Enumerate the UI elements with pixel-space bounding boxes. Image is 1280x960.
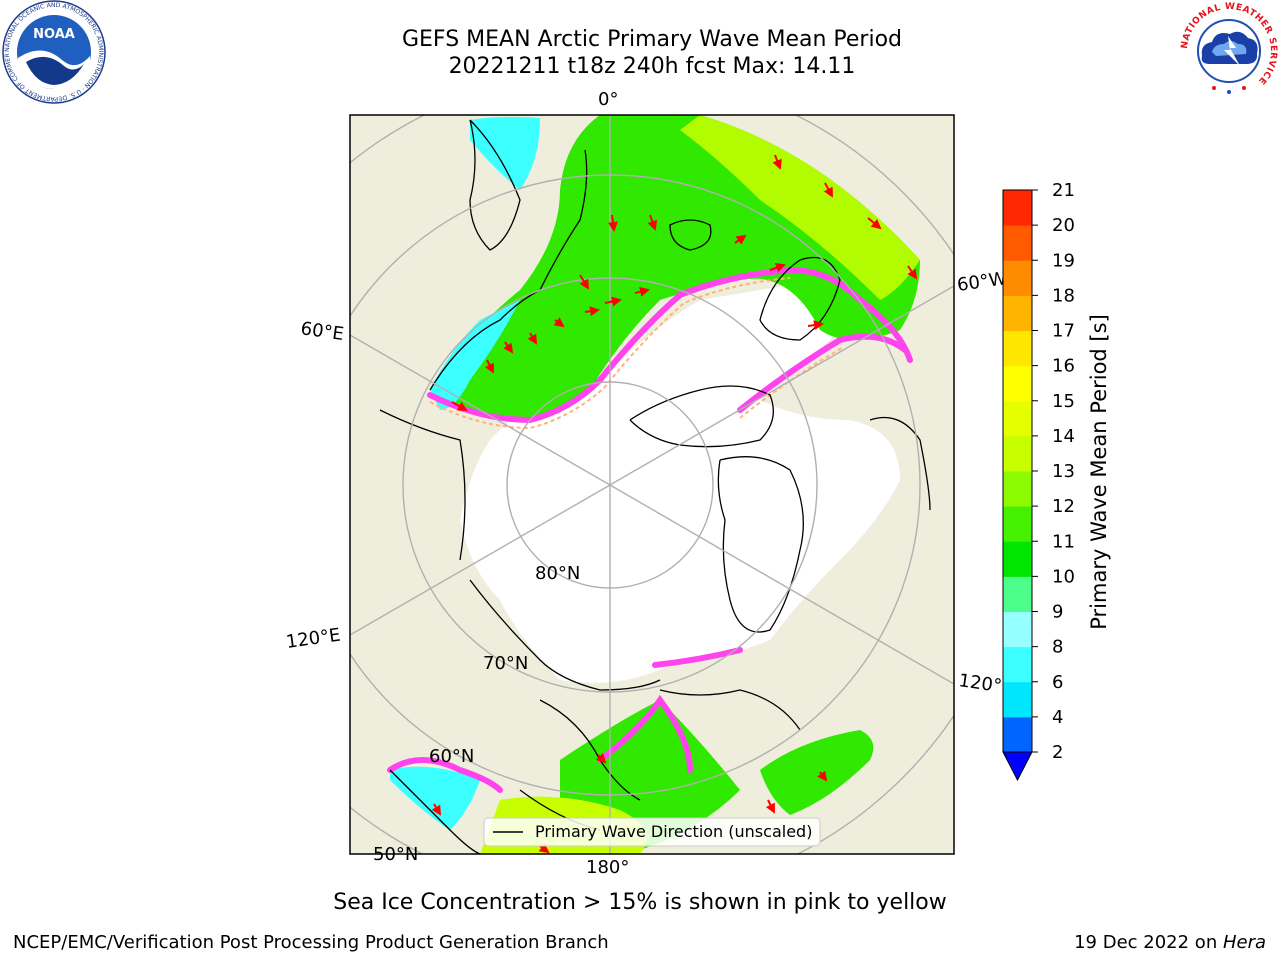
colorbar-tick-label: 8: [1052, 637, 1063, 658]
wave-arrow: [595, 752, 607, 764]
wave-arrow: [604, 296, 622, 307]
okhotsk-short-period: [390, 766, 480, 830]
sea-ice-note: Sea Ice Concentration > 15% is shown in …: [333, 890, 947, 915]
run-date: 19 Dec 2022 on Hera: [1074, 932, 1266, 953]
lon-label-0: 0°: [598, 89, 618, 110]
svg-text:NOAA: NOAA: [33, 27, 75, 42]
lat-label-50n: 50°N: [373, 844, 418, 865]
colorbar-tick-label: 13: [1052, 461, 1075, 482]
map-subtitle: 20221211 t18z 240h fcst Max: 14.11: [448, 54, 856, 79]
wave-arrow: [734, 234, 747, 245]
colorbar-swatch: [1003, 260, 1032, 296]
colorbar-tick-label: 12: [1052, 496, 1075, 517]
colorbar-swatch: [1003, 611, 1032, 648]
colorbar-swatch: [1003, 716, 1032, 753]
lon-label-60e: 60°E: [299, 318, 345, 345]
colorbar-label: Primary Wave Mean Period [s]: [1087, 314, 1111, 630]
wave-arrow: [765, 799, 775, 814]
wave-arrow: [553, 317, 565, 328]
noaa-logo: NATIONAL OCEANIC AND ATMOSPHERIC ADMINIS…: [2, 0, 106, 104]
lon-label-180: 180°: [586, 857, 629, 878]
colorbar-swatch: [1003, 295, 1032, 331]
credit-line: NCEP/EMC/Verification Post Processing Pr…: [13, 932, 609, 953]
colorbar-swatch: [1003, 506, 1032, 542]
wave-arrow: [772, 154, 782, 170]
colorbar-swatch: [1003, 646, 1032, 683]
svg-text:Primary Wave Direction (unscal: Primary Wave Direction (unscaled): [535, 822, 812, 841]
colorbar-tick-label: 16: [1052, 356, 1075, 377]
colorbar-tick-label: 10: [1052, 566, 1075, 587]
wave-arrow: [484, 359, 494, 374]
sea-ice-edge-inner: [429, 277, 843, 430]
wave-direction-arrows: [431, 154, 918, 854]
colorbar-swatch: [1003, 365, 1032, 402]
colorbar-extend-arrow: [1002, 751, 1033, 782]
colorbar-tick-label: 15: [1052, 391, 1075, 412]
wave-arrow: [584, 306, 600, 317]
colorbar-swatch: [1003, 471, 1032, 507]
graticule: [350, 115, 954, 854]
wave-arrow: [769, 262, 786, 273]
run-date-text: 19 Dec 2022 on: [1074, 932, 1223, 953]
colorbar-swatch: [1003, 541, 1032, 577]
colorbar-swatch: [1003, 435, 1032, 472]
colorbar-swatch: [1003, 225, 1032, 261]
colorbar-tick-label: 20: [1052, 215, 1075, 236]
wave-arrow: [451, 401, 468, 411]
alaska-gulf-wave-field: [760, 730, 874, 815]
wave-arrow: [607, 214, 618, 232]
colorbar-tick-label: 11: [1052, 531, 1075, 552]
colorbar-tick-label: 2: [1052, 742, 1063, 763]
colorbar-swatch: [1003, 190, 1032, 226]
lat-label-80n: 80°N: [535, 563, 580, 584]
lon-label-120e: 120°E: [285, 625, 342, 653]
wave-arrow: [579, 274, 590, 290]
colorbar-swatch: [1003, 576, 1032, 612]
wave-arrow: [634, 286, 650, 297]
wave-arrow: [527, 332, 538, 345]
wave-arrow: [907, 265, 918, 280]
colorbar-tick-label: 9: [1052, 602, 1063, 623]
colorbar-tick-label: 21: [1052, 180, 1075, 201]
map-legend: Primary Wave Direction (unscaled): [483, 817, 821, 847]
map-title: GEFS MEAN Arctic Primary Wave Mean Perio…: [401, 27, 902, 52]
colorbar-tick-label: 19: [1052, 250, 1075, 271]
baltic-short-period: [470, 116, 540, 190]
colorbar-tick-label: 17: [1052, 321, 1075, 342]
wave-arrow: [431, 803, 442, 816]
wave-arrow: [867, 217, 882, 230]
wave-arrow: [807, 320, 824, 331]
lat-label-60n: 60°N: [429, 746, 474, 767]
wave-arrow: [817, 770, 828, 782]
colorbar-tick-label: 14: [1052, 426, 1075, 447]
colorbar-swatch: [1003, 681, 1032, 718]
colorbar-swatch: [1003, 330, 1032, 367]
shelf-short-period: [430, 300, 520, 410]
colorbar: 2 4 6 8 9 10 11 12 13 14 15 16 17 18 19 20 21: [1002, 180, 1075, 782]
wave-arrow: [647, 214, 658, 231]
colorbar-swatch: [1003, 400, 1032, 437]
machine-name: Hera: [1222, 932, 1266, 953]
map-frame: [349, 114, 955, 855]
colorbar-tick-label: 6: [1052, 672, 1063, 693]
wave-arrow: [503, 341, 514, 354]
wave-arrow: [823, 182, 833, 198]
nws-logo: NATIONAL WEATHER SERVICE: [1179, 1, 1279, 101]
colorbar-tick-label: 18: [1052, 285, 1075, 306]
swell-band: [680, 115, 920, 300]
arctic-ocean-basin: [460, 280, 900, 683]
lat-label-70n: 70°N: [483, 653, 528, 674]
wave-arrow: [538, 843, 550, 854]
colorbar-tick-label: 4: [1052, 707, 1063, 728]
lon-label-60w: 60°W: [956, 268, 1008, 296]
